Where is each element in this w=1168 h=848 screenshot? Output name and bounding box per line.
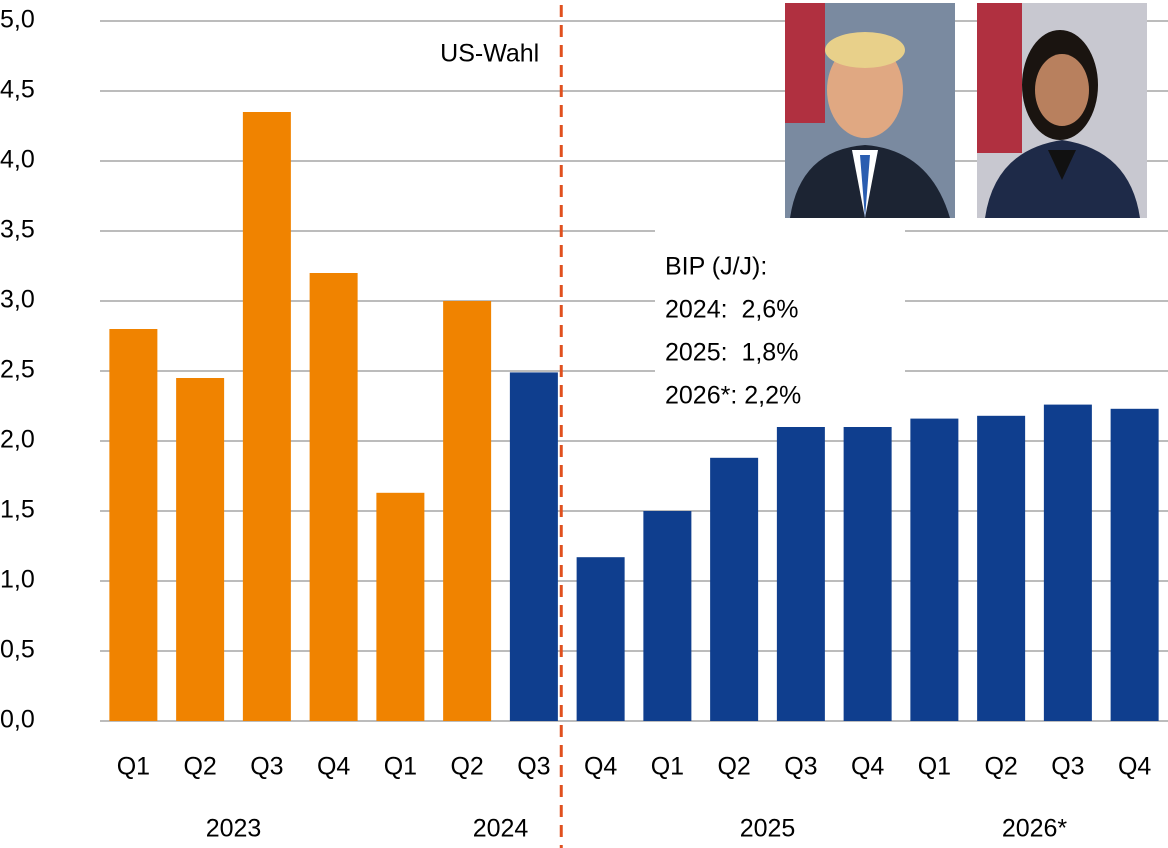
y-tick-label: 2,0 (0, 426, 35, 454)
bar (242, 112, 291, 721)
photo-2 (977, 3, 1147, 218)
group-label: 2026* (1002, 815, 1068, 843)
x-tick-label: Q4 (584, 753, 617, 781)
bars (109, 112, 1159, 721)
annotation-line: BIP (J/J): (665, 253, 767, 281)
x-tick-label: Q1 (384, 753, 417, 781)
x-tick-label: Q2 (984, 753, 1017, 781)
x-tick-label: Q2 (450, 753, 483, 781)
x-tick-label: Q1 (918, 753, 951, 781)
y-tick-label: 4,0 (0, 146, 35, 174)
annotation-box (655, 228, 905, 413)
group-label: 2024 (473, 815, 529, 843)
bar (977, 415, 1026, 721)
x-tick-label: Q4 (851, 753, 884, 781)
bar (643, 511, 692, 721)
y-tick-label: 3,5 (0, 216, 35, 244)
x-tick-label: Q4 (1118, 753, 1151, 781)
y-tick-label: 1,0 (0, 566, 35, 594)
y-tick-label: 3,0 (0, 286, 35, 314)
photo-1 (785, 3, 955, 218)
y-tick-label: 0,0 (0, 706, 35, 734)
x-tick-label: Q3 (784, 753, 817, 781)
y-tick-label: 2,5 (0, 356, 35, 384)
x-tick-label: Q2 (717, 753, 750, 781)
bar (1043, 404, 1092, 721)
y-tick-label: 4,5 (0, 76, 35, 104)
bar (576, 557, 625, 721)
x-tick-label: Q4 (317, 753, 350, 781)
x-tick-label: Q1 (651, 753, 684, 781)
bar (776, 427, 825, 721)
annotation-line: 2024: 2,6% (665, 296, 798, 324)
x-tick-label: Q3 (517, 753, 550, 781)
x-tick-label: Q3 (1051, 753, 1084, 781)
bar (710, 457, 759, 721)
bar (176, 378, 225, 721)
x-tick-label: Q1 (117, 753, 150, 781)
y-tick-label: 5,0 (0, 6, 35, 34)
annotation-line: 2025: 1,8% (665, 339, 798, 367)
group-label: 2023 (206, 815, 262, 843)
bar (509, 372, 558, 721)
bar (309, 273, 358, 721)
bar (1110, 408, 1159, 721)
y-tick-label: 0,5 (0, 636, 35, 664)
group-label: 2025 (740, 815, 796, 843)
bar (843, 427, 892, 721)
annotation-line: 2026*: 2,2% (665, 382, 801, 410)
bar (910, 418, 959, 721)
bar (376, 492, 425, 721)
y-tick-label: 1,5 (0, 496, 35, 524)
labels: 0,0 0,5 1,0 1,5 2,0 2,5 3,0 3,5 4,0 4,5 5,0 Q1 Q2 Q3 Q… (0, 5, 1151, 848)
x-tick-label: Q3 (250, 753, 283, 781)
event-label: US-Wahl (440, 40, 539, 68)
bar (109, 329, 158, 721)
bar (443, 301, 492, 721)
x-tick-label: Q2 (183, 753, 216, 781)
